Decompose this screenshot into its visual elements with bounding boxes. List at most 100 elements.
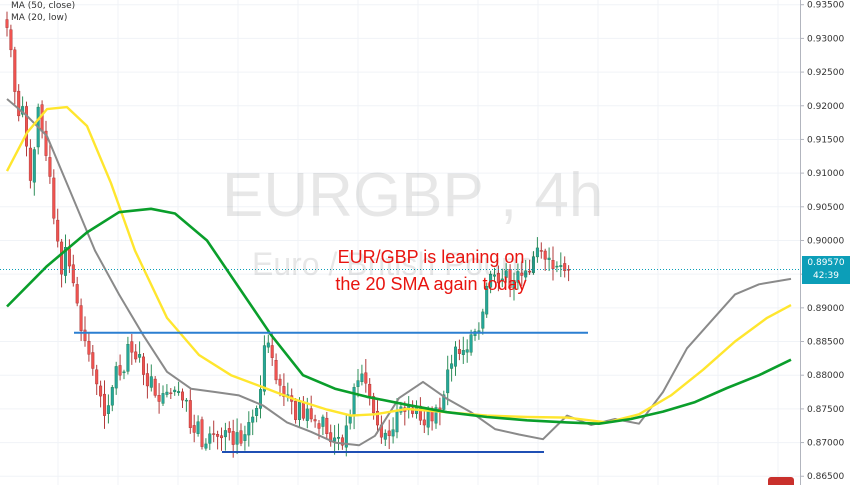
candle-body xyxy=(376,410,380,426)
candle-body xyxy=(9,29,13,51)
price-axis-tick-label: 0.88000 xyxy=(807,371,844,381)
candle-body xyxy=(28,147,32,181)
candle-body xyxy=(216,434,220,437)
candle-body xyxy=(227,428,231,433)
annotation-line-1: EUR/GBP is leaning on xyxy=(337,247,525,267)
candle-body xyxy=(313,419,317,422)
candle-body xyxy=(372,396,376,414)
candle-body xyxy=(496,272,500,284)
candle-body xyxy=(368,383,372,397)
candle-body xyxy=(309,408,313,420)
candle-body xyxy=(25,106,29,147)
candle-body xyxy=(442,394,446,410)
candle-body xyxy=(63,247,67,276)
candle-body xyxy=(274,359,278,381)
candle-body xyxy=(188,400,192,428)
candle-body xyxy=(500,278,504,282)
candle-body xyxy=(40,104,44,132)
candle-body xyxy=(535,247,539,258)
candle-body xyxy=(208,433,212,444)
candle-body xyxy=(177,391,181,393)
candle-body xyxy=(259,389,263,409)
current-price-tag: 0.89570 42:39 xyxy=(802,256,850,284)
candle-body xyxy=(391,429,395,437)
candle-body xyxy=(173,389,177,393)
price-axis-tick-label: 0.90500 xyxy=(807,203,844,213)
candle-body xyxy=(17,90,21,117)
price-axis-tick-label: 0.86500 xyxy=(807,472,844,482)
candle-body xyxy=(411,407,415,414)
candle-body xyxy=(344,425,348,448)
candle-body xyxy=(180,391,184,401)
candle-body xyxy=(141,356,145,375)
candle-body xyxy=(512,280,516,289)
price-axis-tick-label: 0.92500 xyxy=(807,68,844,78)
candle-body xyxy=(282,386,286,397)
price-axis-tick-label: 0.92000 xyxy=(807,102,844,112)
candle-body xyxy=(543,250,547,260)
price-axis-tick-label: 0.91000 xyxy=(807,169,844,179)
candle-body xyxy=(83,329,87,342)
price-axis-tick-label: 0.87000 xyxy=(807,439,844,449)
candle-body xyxy=(122,371,126,374)
candle-body xyxy=(192,425,196,433)
candle-body xyxy=(48,157,52,177)
candle-body xyxy=(461,350,465,355)
candle-body xyxy=(395,410,399,433)
candle-body xyxy=(555,265,559,268)
candle-body xyxy=(44,130,48,156)
price-axis-tick-label: 0.93500 xyxy=(807,1,844,11)
candle-body xyxy=(321,416,325,427)
candle-body xyxy=(551,260,555,269)
price-axis-tick-label: 0.90000 xyxy=(807,236,844,246)
candle-countdown-label: 42:39 xyxy=(813,271,839,281)
candle-body xyxy=(446,369,450,394)
price-axis-tick-label: 0.88500 xyxy=(807,338,844,348)
candle-body xyxy=(212,433,216,435)
candle-body xyxy=(262,345,266,392)
candle-body xyxy=(325,417,329,435)
candle-body xyxy=(383,432,387,440)
candle-body xyxy=(489,273,493,288)
candle-body xyxy=(528,270,532,273)
candle-body xyxy=(457,349,461,354)
candle-body xyxy=(204,443,208,449)
candle-body xyxy=(138,354,142,358)
moving-average-lines xyxy=(5,98,792,447)
candle-body xyxy=(485,286,489,315)
symbol-watermark: EURGBP , 4h xyxy=(222,161,604,230)
candle-body xyxy=(301,401,305,419)
candle-body xyxy=(305,408,309,421)
candle-body xyxy=(32,149,36,183)
ma20-line xyxy=(5,105,792,424)
candle-body xyxy=(118,365,122,376)
candle-body xyxy=(231,431,235,445)
candle-body xyxy=(329,432,333,443)
candle-body xyxy=(532,256,536,273)
candle-body xyxy=(134,351,138,360)
candle-body xyxy=(434,407,438,424)
candle-body xyxy=(75,284,79,304)
candle-body xyxy=(169,392,173,395)
candle-body xyxy=(13,49,17,92)
candle-body xyxy=(153,378,157,396)
candle-body xyxy=(454,346,458,367)
drawn-horizontal-lines[interactable] xyxy=(74,331,588,453)
candle-body xyxy=(239,430,243,444)
candle-body xyxy=(110,387,114,406)
legend-ma50[interactable]: MA (50, close) xyxy=(11,1,76,11)
candle-body xyxy=(539,250,543,252)
candle-body xyxy=(126,344,130,372)
candle-body xyxy=(524,270,528,278)
candle-body xyxy=(364,372,368,384)
chart-grid xyxy=(0,0,800,485)
candle-body xyxy=(481,311,485,329)
candle-body xyxy=(278,378,282,386)
candle-body xyxy=(493,274,497,277)
candle-body xyxy=(95,369,99,385)
candle-body xyxy=(145,373,149,387)
legend-ma20[interactable]: MA (20, low) xyxy=(11,13,68,23)
candle-body xyxy=(294,400,298,420)
